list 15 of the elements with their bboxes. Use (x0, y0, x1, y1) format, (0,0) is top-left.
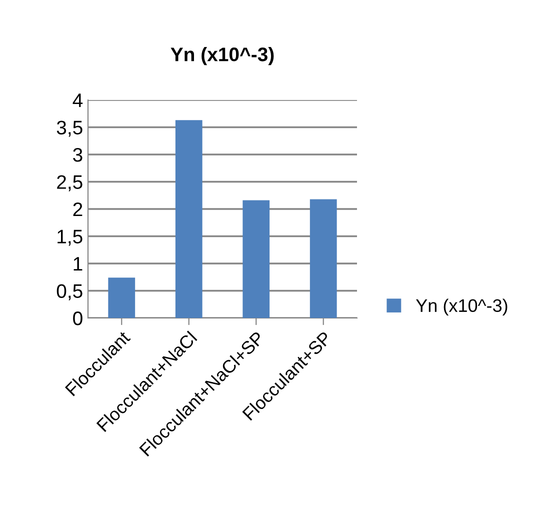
y-tick-label: 4 (72, 94, 83, 108)
y-tick-label: 2,5 (57, 175, 82, 192)
y-tick-label: 1,5 (58, 230, 82, 246)
bar (108, 278, 136, 318)
y-tick-label: 2 (73, 202, 82, 216)
legend-label: Yn (x10^-3) (416, 298, 508, 316)
y-tick-label: 3 (73, 148, 82, 162)
chart-title: Yn (x10^-3) (170, 47, 274, 66)
y-tick-label: 1 (74, 257, 82, 271)
y-tick-label: 3,5 (56, 120, 82, 137)
y-tick-label: 0,5 (56, 284, 82, 300)
y-tick-label: 0 (73, 311, 82, 326)
bar (310, 199, 337, 318)
bar (242, 200, 270, 318)
bar (175, 120, 202, 318)
